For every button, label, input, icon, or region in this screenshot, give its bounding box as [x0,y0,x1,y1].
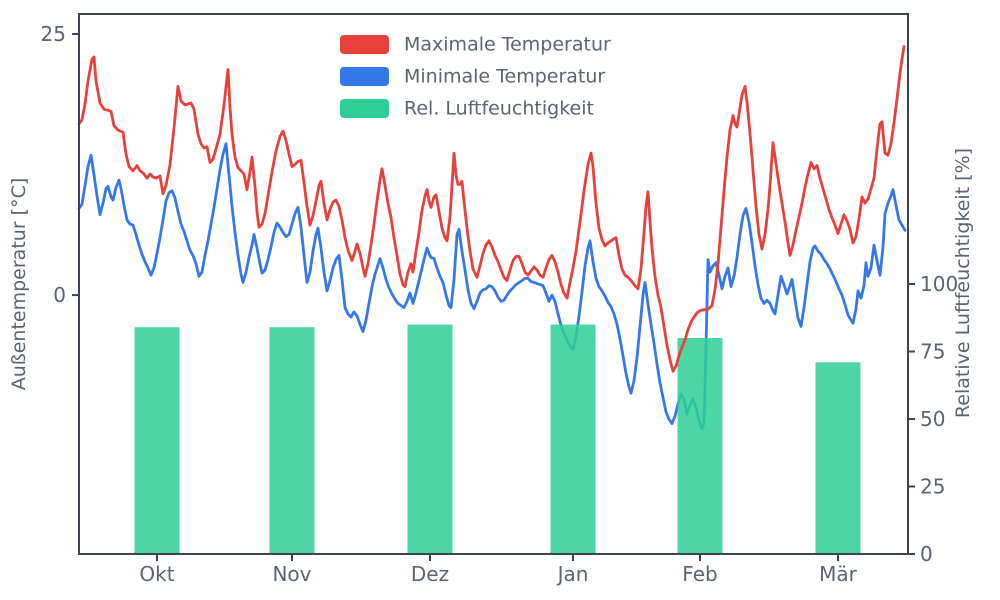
legend-swatch-max-temp [340,35,389,54]
legend-label: Minimale Temperatur [404,66,605,88]
humidity-bar [134,327,180,554]
humidity-bar [550,324,596,554]
left-axis-label: Außentemperatur [°C] [8,178,30,391]
x-tick-label: Okt [139,562,174,586]
humidity-bar [407,324,453,554]
x-tick-label: Mär [819,562,858,586]
legend-swatch-humidity [340,99,389,118]
legend-swatch-min-temp [340,67,389,86]
humidity-bar [677,338,723,554]
x-tick-label: Jan [556,562,589,586]
right-tick-label: 25 [920,475,945,499]
right-axis-ticks: 100 75 50 25 0 [908,272,958,566]
humidity-bar [269,327,315,554]
left-tick-label: 0 [53,283,66,307]
right-tick-label: 100 [920,272,958,296]
left-tick-label: 25 [41,22,66,46]
max-temp-line [77,45,906,373]
legend: Maximale Temperatur Minimale Temperatur … [340,34,611,120]
legend-label: Maximale Temperatur [404,34,611,56]
right-axis-label: Relative Luftfeuchtigkeit [%] [952,148,974,418]
legend-item: Rel. Luftfeuchtigkeit [340,98,594,120]
x-tick-label: Nov [272,562,311,586]
min-temp-line [77,142,907,431]
x-axis-ticks: Okt Nov Dez Jan Feb Mär [139,554,858,586]
legend-item: Minimale Temperatur [340,66,605,88]
humidity-bars [134,324,861,554]
right-tick-label: 0 [920,542,933,566]
x-tick-label: Dez [411,562,449,586]
humidity-bar [815,362,861,554]
legend-label: Rel. Luftfeuchtigkeit [404,98,594,120]
right-tick-label: 50 [920,407,945,431]
left-axis-ticks: 25 0 [41,22,79,307]
right-tick-label: 75 [920,340,945,364]
x-tick-label: Feb [682,562,717,586]
legend-item: Maximale Temperatur [340,34,611,56]
